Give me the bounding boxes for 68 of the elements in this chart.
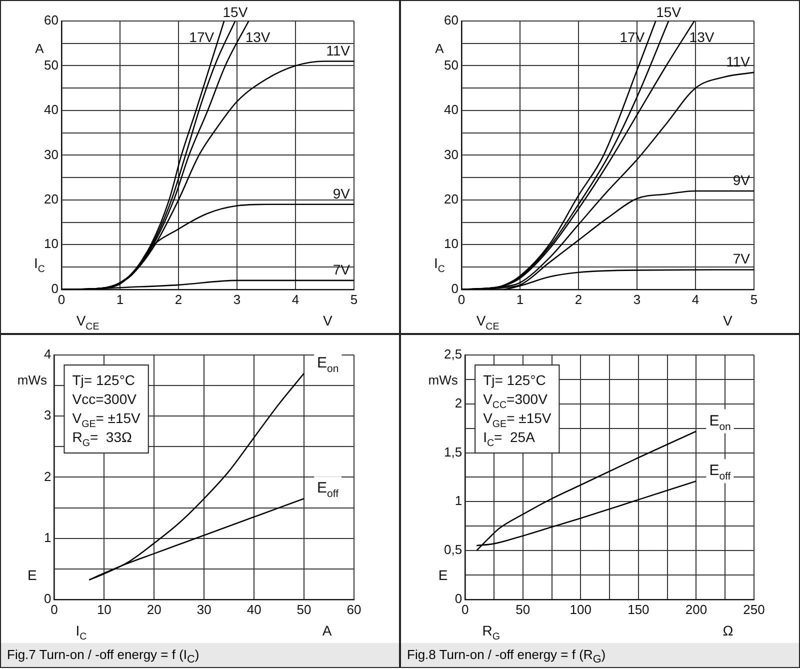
x-tick-label: 1 [516,292,524,307]
y-tick-label: 10 [44,236,58,252]
y-tick-label: 40 [44,102,58,118]
x-tick-label: 3 [633,292,641,307]
y-tick-label: 2,5 [444,346,462,362]
annotation: Vcc=300V [72,391,138,407]
x-tick-label: 50 [296,602,312,617]
x-tick-label: 20 [146,602,162,617]
y-tick-label: 0 [454,590,462,606]
x-tick-label: 5 [350,292,358,307]
text: A [35,41,44,56]
y-tick-label: 40 [444,102,458,118]
y-tick-label: 30 [444,146,458,162]
text: V [323,312,333,328]
text: Fig.8 Turn-on / -off energy = f (R$_{G}$) [401,643,799,667]
y-tick-label: 60 [44,12,58,28]
y-tick-label: 1,5 [444,444,462,460]
text: V [723,312,733,328]
annotation: Tj= 125°C [72,372,136,388]
y-tick-label: 2 [44,468,52,484]
x-tick-label: 4 [292,292,300,307]
x-tick-label: 2 [174,292,182,307]
y-tick-label: 1 [44,530,52,545]
text: mWs [428,372,458,388]
x-tick-label: 10 [96,602,112,617]
y-tick-label: 2 [454,395,462,410]
y-tick-label: 0 [51,280,58,296]
y-axis-title: E [28,566,37,583]
y-tick-label: 50 [444,57,458,72]
series-label: 9V [332,185,351,202]
text: mWs [17,372,48,388]
series-label: 13V [245,29,271,45]
y-axis-title: E [438,566,448,583]
x-tick-label: 250 [743,602,765,617]
y-tick-label: 0 [44,590,52,606]
text: A [322,622,332,638]
x-tick-label: 3 [233,292,241,307]
text: A [435,41,444,56]
x-tick-label: 30 [196,602,212,617]
x-tick-label: 4 [692,292,700,307]
y-tick-label: 60 [444,12,458,28]
series-label: 17V [189,29,215,45]
y-tick-label: 20 [44,192,58,207]
text: Ω [722,622,734,638]
y-tick-label: 1 [454,493,462,508]
y-tick-label: 10 [444,236,458,252]
series-label: 15V [222,4,248,20]
y-tick-label: 50 [44,57,58,72]
annotation: Tj= 125°C [483,372,546,388]
y-tick-label: 20 [444,192,458,207]
x-tick-label: 50 [516,602,530,617]
text: Fig.7 Turn-on / -off energy = f (I$_{C}$) [1,643,399,667]
x-tick-label: 200 [685,602,708,617]
series-label: 15V [656,4,682,20]
y-tick-label: 4 [44,346,52,362]
x-tick-label: 2 [574,292,582,307]
series-label: 11V [326,42,351,58]
x-tick-label: 150 [628,602,650,617]
x-tick-label: 40 [246,602,262,617]
series-label: 7V [732,250,751,267]
y-tick-label: 30 [44,146,58,162]
y-tick-label: 0 [451,280,458,296]
y-tick-label: 3 [44,408,52,423]
x-tick-label: 100 [570,602,592,617]
x-tick-label: 1 [116,292,124,307]
x-tick-label: 60 [346,602,362,617]
y-tick-label: 0,5 [444,542,462,558]
x-tick-label: 5 [750,292,758,307]
